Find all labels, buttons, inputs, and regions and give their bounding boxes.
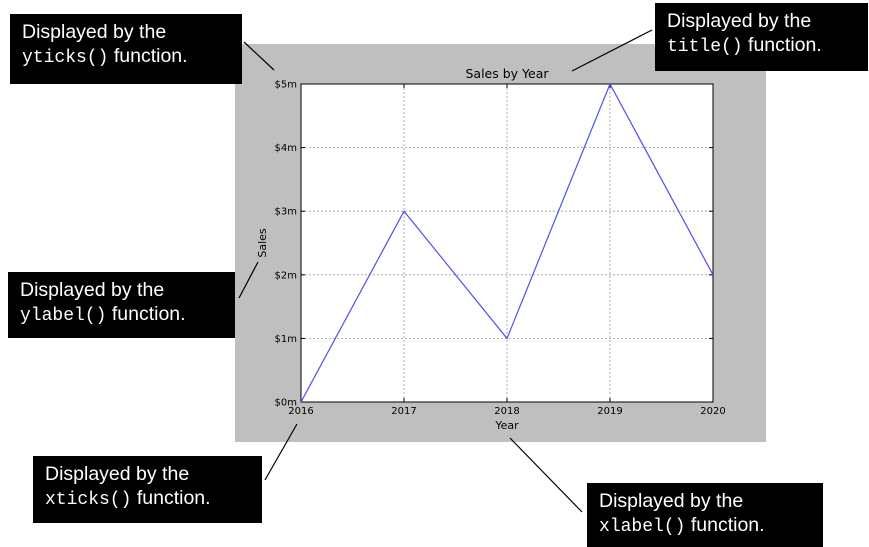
x-tick-label: 2020 (700, 406, 725, 417)
x-tick-label: 2019 (597, 406, 622, 417)
ylabel-callout-line2: ylabel() function. (20, 302, 223, 328)
x-tick-labels: 2016 2017 2018 2019 2020 (288, 406, 725, 417)
chart-title: Sales by Year (465, 66, 549, 81)
sales-line (300, 82, 714, 403)
title-callout: Displayed by the title() function. (655, 3, 868, 71)
xticks-callout: Displayed by the xticks() function. (33, 456, 262, 523)
xlabel-callout-line1: Displayed by the (599, 490, 744, 512)
xlabel-suffix: function. (690, 514, 765, 536)
callout-pointers (238, 29, 653, 513)
xticks-code: xticks() (45, 490, 132, 510)
ylabel-callout: Displayed by the ylabel() function. (8, 272, 235, 338)
xticks-suffix: function. (136, 487, 211, 509)
xlabel-code: xlabel() (599, 517, 686, 537)
x-axis-label: Year (494, 419, 519, 432)
xlabel-callout-line2: xlabel() function. (599, 513, 811, 539)
ylabel-suffix: function. (111, 303, 186, 325)
y-tick-label: $5m (275, 80, 297, 91)
plot-area (301, 84, 713, 402)
title-code: title() (667, 37, 743, 57)
y-tick-labels: $0m $1m $2m $3m $4m $5m (275, 80, 297, 409)
x-tick-label: 2018 (494, 406, 519, 417)
yticks-pointer (243, 41, 275, 71)
y-tick-label: $0m (275, 398, 297, 409)
yticks-code: yticks() (22, 48, 109, 68)
yticks-callout-line2: yticks() function. (22, 44, 230, 70)
title-suffix: function. (748, 34, 822, 56)
y-tick-label: $3m (275, 207, 297, 218)
title-pointer (571, 29, 653, 72)
ylabel-callout-line1: Displayed by the (20, 279, 165, 301)
series-group (300, 82, 714, 403)
yticks-callout-line1: Displayed by the (22, 21, 167, 43)
title-callout-line2: title() function. (667, 33, 856, 59)
xlabel-pointer (509, 437, 583, 513)
xticks-callout-line1: Displayed by the (45, 463, 190, 485)
yticks-callout: Displayed by the yticks() function. (10, 14, 242, 84)
x-tick-label: 2017 (391, 406, 416, 417)
yticks-suffix: function. (113, 45, 188, 67)
title-callout-line1: Displayed by the (667, 10, 812, 32)
ylabel-code: ylabel() (20, 306, 107, 326)
y-axis-label: Sales (256, 228, 269, 258)
y-tick-label: $2m (275, 270, 297, 281)
y-tick-label: $4m (275, 143, 297, 154)
ylabel-pointer (238, 261, 259, 299)
y-tick-label: $1m (275, 334, 297, 345)
xticks-callout-line2: xticks() function. (45, 486, 250, 512)
xticks-pointer (264, 423, 298, 481)
plot-frame (300, 83, 714, 403)
x-tick-label: 2016 (288, 406, 313, 417)
xlabel-callout: Displayed by the xlabel() function. (587, 483, 823, 547)
